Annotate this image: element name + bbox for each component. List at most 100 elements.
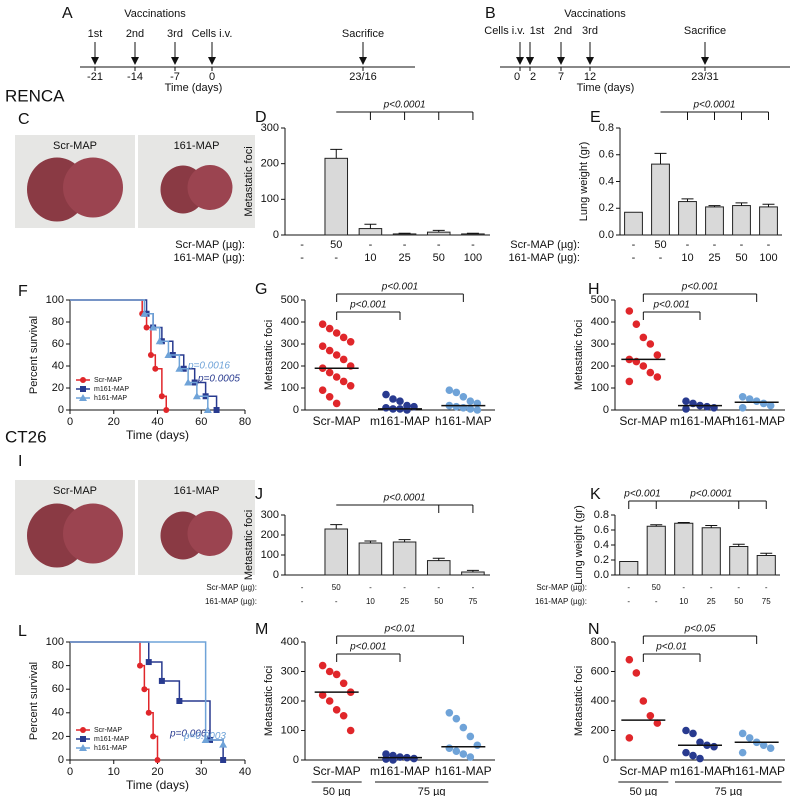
timeline-title: Vaccinations [564, 8, 626, 20]
survival-marker [145, 709, 152, 716]
survival-marker [79, 744, 87, 751]
y-tick-label: 100 [281, 724, 299, 736]
bar [324, 157, 349, 236]
dot [646, 711, 655, 720]
y-tick-label: 200 [591, 724, 609, 736]
dot [632, 669, 641, 677]
x-tick-label: h161-MAP [435, 764, 492, 778]
category-value: - [471, 239, 475, 251]
arrow-head [131, 57, 139, 65]
dot [625, 307, 634, 315]
category-value: - [437, 583, 440, 592]
survival-marker [150, 733, 157, 740]
dot [318, 386, 327, 395]
category-value: 75 [762, 597, 771, 606]
dot [473, 741, 482, 750]
timeline-event: Cells i.v. [484, 25, 525, 37]
dot [759, 399, 768, 408]
category-value: - [713, 239, 717, 251]
x-tick-label: 30 [195, 766, 207, 778]
x-tick-label: 20 [151, 766, 163, 778]
p-value: p<0.05 [684, 624, 716, 635]
survival-marker [192, 392, 201, 400]
timeline-event: 3rd [582, 25, 598, 37]
dose-label: 50 µg [629, 786, 657, 796]
bar [678, 201, 697, 236]
category-row-name: Scr-MAP (µg): [510, 239, 580, 251]
y-tick-label: 100 [261, 549, 279, 561]
bar [701, 527, 721, 576]
panel-letter: B [485, 5, 496, 22]
x-tick-label: h161-MAP [728, 764, 785, 778]
legend-label: m161-MAP [94, 386, 129, 393]
dot [346, 338, 355, 346]
dot [752, 397, 761, 406]
bar [461, 233, 485, 236]
category-value: 50 [433, 252, 445, 264]
y-tick-label: 500 [281, 294, 299, 306]
survival-marker [154, 757, 161, 763]
survival-marker [79, 394, 87, 401]
x-tick-label: 10 [108, 766, 120, 778]
timeline-tick-label: 0 [514, 71, 520, 83]
panel-letter: C [18, 111, 30, 128]
error-bar [654, 152, 667, 165]
bar [646, 525, 666, 576]
dot [318, 342, 327, 351]
category-value: - [437, 239, 441, 251]
category-value: 25 [400, 597, 409, 606]
dot [339, 355, 348, 364]
category-value: 50 [330, 239, 342, 251]
error-bar [760, 552, 773, 556]
dose-label: 75 µg [418, 786, 446, 796]
timeline-event: 2nd [126, 28, 144, 40]
dot [382, 755, 390, 763]
photo-label: 161-MAP [174, 140, 220, 152]
bar [324, 528, 349, 576]
category-value: - [627, 597, 630, 606]
survival-marker [220, 757, 227, 763]
dot [325, 393, 334, 401]
arrow-head [586, 57, 594, 65]
panel-letter: J [255, 486, 263, 503]
y-tick-label: 100 [46, 636, 64, 648]
timeline-tick-label: 7 [558, 71, 564, 83]
x-tick-label: Scr-MAP [313, 414, 361, 428]
dot [346, 382, 355, 390]
y-tick-label: 0.8 [599, 122, 614, 134]
x-tick-label: Scr-MAP [313, 764, 361, 778]
y-tick-label: 200 [261, 529, 279, 541]
dot [646, 340, 655, 348]
y-tick-label: 0.2 [594, 554, 609, 566]
y-tick-label: 800 [591, 636, 609, 648]
dot [325, 324, 334, 333]
lung-lobe [187, 165, 233, 210]
y-tick-label: 20 [52, 382, 64, 394]
category-value: - [334, 252, 338, 264]
dot [332, 351, 341, 359]
bar [392, 541, 417, 576]
bar [619, 561, 639, 576]
dot [325, 346, 334, 355]
survival-marker [80, 727, 86, 733]
category-value: 50 [735, 252, 747, 264]
category-value: - [300, 252, 304, 264]
arrow-head [171, 57, 179, 65]
survival-marker [143, 324, 150, 331]
x-tick-label: h161-MAP [435, 414, 492, 428]
dot [696, 754, 704, 763]
dot [396, 397, 404, 406]
y-axis-label: Lung weight (gr) [578, 142, 590, 222]
error-bar [708, 205, 721, 207]
p-value: p<0.001 [349, 300, 386, 311]
panel-letter: A [62, 5, 73, 22]
dot [382, 390, 390, 399]
y-tick-label: 300 [281, 665, 299, 677]
category-row-name: 161-MAP (µg): [535, 597, 587, 606]
timeline-event: Cells i.v. [192, 28, 233, 40]
dot [339, 711, 348, 720]
dot [452, 714, 461, 723]
photo-label: Scr-MAP [53, 485, 97, 497]
survival-marker [158, 393, 165, 400]
timeline-event: 1st [88, 28, 103, 40]
